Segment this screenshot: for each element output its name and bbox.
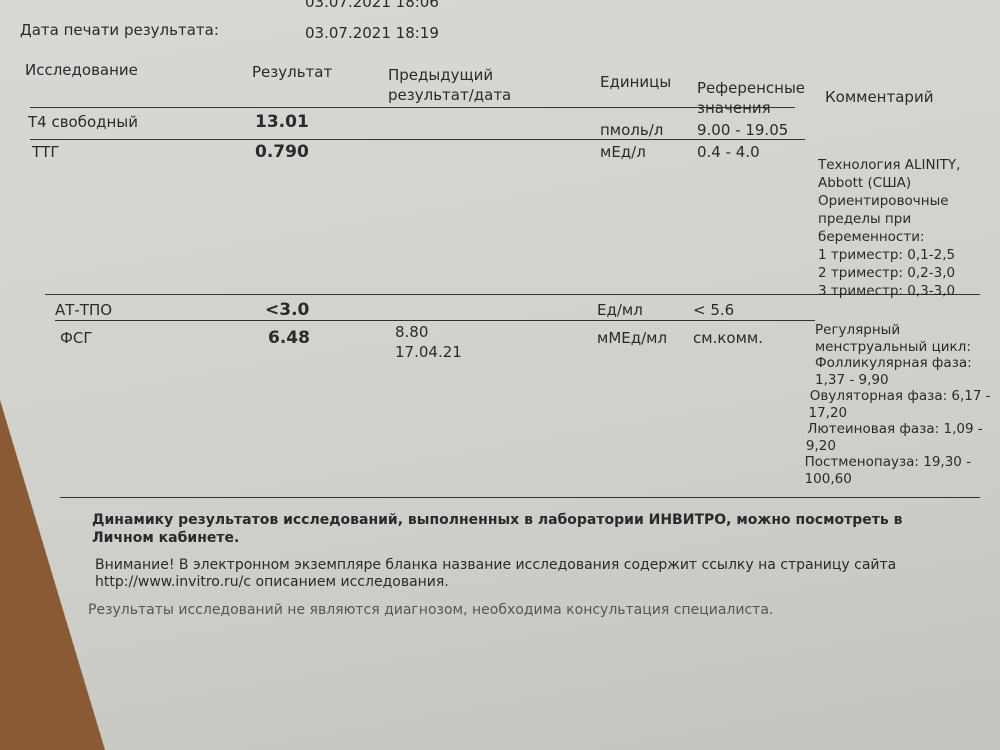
test-name: АТ-ТПО [55, 301, 113, 319]
comment: 9,20 [805, 437, 836, 454]
footer-attention: Внимание! В электронном экземпляре бланк… [95, 557, 897, 573]
comment: Фолликулярная фаза: [815, 355, 972, 371]
comment: Технология ALINITY, [818, 157, 961, 173]
units: мЕд/л [600, 143, 646, 161]
footer-attention: http://www.invitro.ru/с описанием исслед… [95, 574, 449, 590]
comment: 3 триместр: 0,3-3,0 [818, 283, 956, 299]
column-header: Референсные [697, 79, 806, 97]
rule [45, 294, 980, 295]
reference: 9.00 - 19.05 [697, 121, 789, 139]
reference: 0.4 - 4.0 [697, 143, 760, 161]
comment: Постменопауза: 19,30 - [804, 454, 972, 470]
units: Ед/мл [597, 301, 643, 319]
print-date-label: Дата печати результата: [20, 21, 219, 39]
comment: 1 триместр: 0,1-2,5 [818, 247, 956, 263]
previous-result: 8.80 [395, 323, 429, 341]
column-header: Исследование [25, 61, 138, 79]
comment: 2 триместр: 0,2-3,0 [818, 265, 956, 281]
rule [55, 320, 815, 321]
test-name: Т4 свободный [28, 113, 138, 131]
footer-note: Личном кабинете. [92, 530, 240, 546]
comment: менструальный цикл: [815, 338, 971, 355]
result-value: <3.0 [265, 300, 310, 320]
reference: см.комм. [693, 329, 763, 347]
footer-disclaimer: Результаты исследований не являются диаг… [88, 602, 774, 618]
comment: 17,20 [808, 404, 848, 421]
comment: пределы при [818, 211, 912, 227]
header-time: 03.07.2021 18:06 [305, 0, 439, 11]
column-header: значения [697, 99, 771, 117]
rule [30, 139, 805, 140]
reference: < 5.6 [693, 301, 735, 319]
result-value: 6.48 [268, 328, 310, 348]
rule [30, 107, 795, 108]
comment: 100,60 [804, 470, 852, 487]
units: мМЕд/мл [597, 329, 668, 347]
comment: беременности: [818, 229, 925, 245]
comment: 1,37 - 9,90 [815, 371, 889, 388]
column-header: Предыдущий [388, 66, 494, 84]
comment: Abbott (США) [818, 175, 912, 191]
column-header: результат/дата [388, 86, 512, 104]
comment: Лютеиновая фаза: 1,09 - [807, 421, 983, 437]
comment: Овуляторная фаза: 6,17 - [809, 388, 991, 404]
comment: Ориентировочные [818, 193, 949, 209]
result-value: 0.790 [255, 142, 309, 162]
print-date-value: 03.07.2021 18:19 [305, 24, 439, 42]
rule [60, 497, 980, 498]
column-header: Единицы [600, 73, 672, 91]
column-header: Результат [252, 63, 333, 81]
comment: Регулярный [815, 322, 901, 338]
units: пмоль/л [600, 121, 664, 139]
previous-result: 17.04.21 [395, 343, 462, 361]
test-name: ФСГ [60, 329, 93, 347]
result-value: 13.01 [255, 112, 309, 132]
test-name: ТТГ [32, 143, 60, 161]
footer-note: Динамику результатов исследований, выпол… [92, 512, 903, 528]
column-header: Комментарий [825, 88, 934, 106]
